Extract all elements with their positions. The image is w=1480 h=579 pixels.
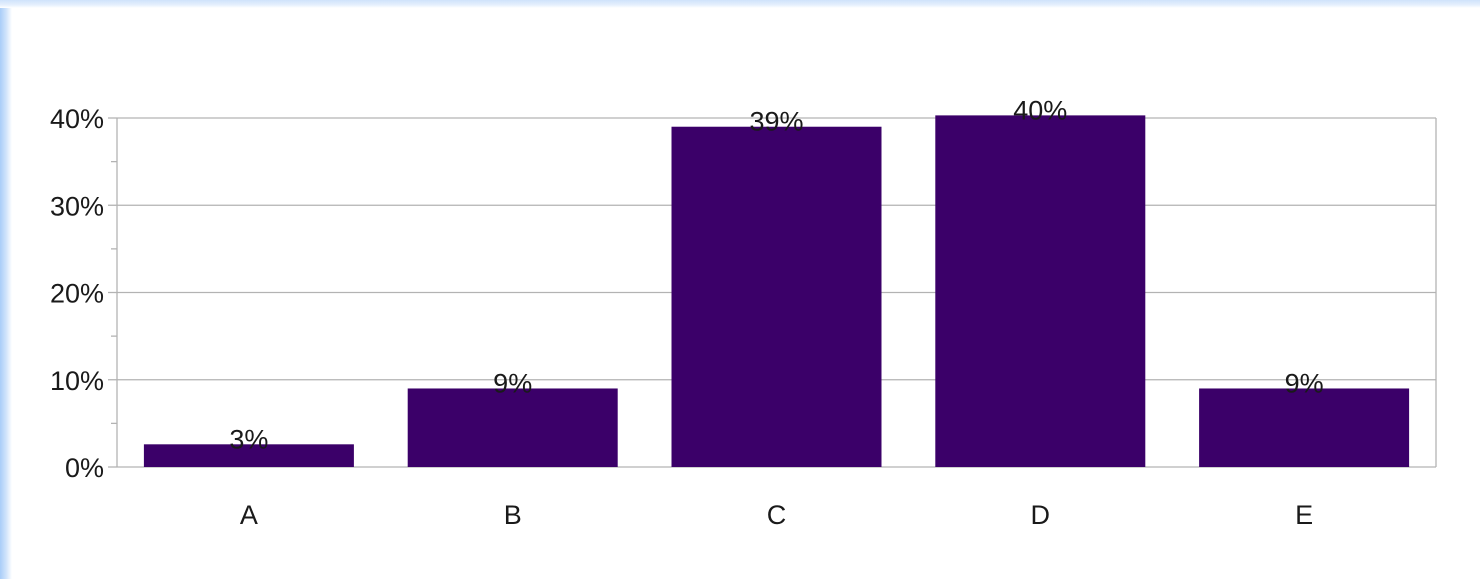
data-label: 40% — [1013, 95, 1067, 125]
x-tick-label: E — [1295, 500, 1313, 530]
y-tick-label: 40% — [50, 104, 104, 134]
frame-top-band — [0, 0, 1480, 8]
bar-a — [143, 444, 354, 467]
x-tick-label: C — [767, 500, 787, 530]
y-tick-label: 10% — [50, 366, 104, 396]
bars — [143, 115, 1410, 467]
y-tick-label: 20% — [50, 279, 104, 309]
y-tick-labels: 0% 10% 20% 30% 40% — [50, 104, 104, 483]
y-tick-label: 0% — [65, 453, 104, 483]
data-label: 9% — [1285, 368, 1324, 398]
bar-b — [407, 388, 618, 467]
data-label: 39% — [749, 107, 803, 137]
data-label: 9% — [493, 368, 532, 398]
bar-e — [1199, 388, 1410, 467]
x-tick-labels: A B C D E — [240, 500, 1313, 530]
y-tick-label: 30% — [50, 191, 104, 221]
data-label: 3% — [229, 424, 268, 454]
x-tick-label: A — [240, 500, 258, 530]
bar-d — [935, 115, 1146, 467]
axes — [108, 117, 118, 468]
data-labels: 3% 9% 39% 40% 9% — [229, 95, 1323, 454]
x-tick-label: D — [1031, 500, 1051, 530]
x-tick-label: B — [504, 500, 522, 530]
bar-c — [671, 126, 882, 467]
